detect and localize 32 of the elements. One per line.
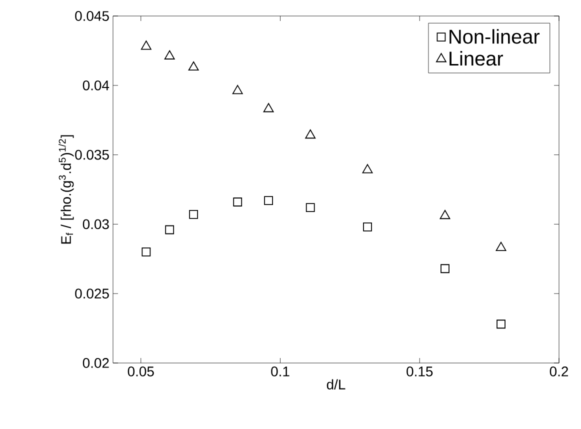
point — [440, 210, 450, 220]
point — [140, 40, 152, 50]
y-tick-label: 0.035 — [75, 150, 109, 160]
legend-label: Non-linear — [450, 29, 540, 44]
point — [232, 85, 243, 94]
y-tick-label: 0.02 — [82, 358, 109, 368]
legend-label: Linear — [450, 51, 504, 66]
x-tick-label: 0.15 — [406, 366, 433, 376]
x-tick-label: 0.05 — [128, 366, 154, 376]
point — [164, 50, 175, 60]
point — [142, 248, 151, 256]
point — [263, 103, 274, 112]
y-tick-label: 0.03 — [82, 219, 109, 230]
y-tick-label: 0.025 — [75, 288, 109, 299]
x-tick-label: 0.1 — [271, 366, 290, 376]
point — [305, 129, 316, 139]
point — [362, 164, 373, 174]
text: E$_{f}$ / [rho.(g$^{3}$.d$^{5}$)$^{1/2}$] — [58, 135, 74, 244]
point — [440, 264, 450, 274]
point — [233, 198, 242, 206]
point — [306, 203, 315, 212]
point — [496, 320, 506, 329]
y-tick-label: 0.045 — [75, 11, 109, 21]
point — [363, 222, 372, 232]
point — [496, 242, 506, 251]
point — [165, 225, 174, 234]
point — [188, 61, 199, 71]
point — [189, 210, 198, 219]
x-tick-label: 0.2 — [550, 366, 568, 376]
y-tick-label: 0.04 — [82, 80, 110, 90]
x-axis-title: d/L — [326, 379, 346, 390]
point — [264, 196, 273, 206]
